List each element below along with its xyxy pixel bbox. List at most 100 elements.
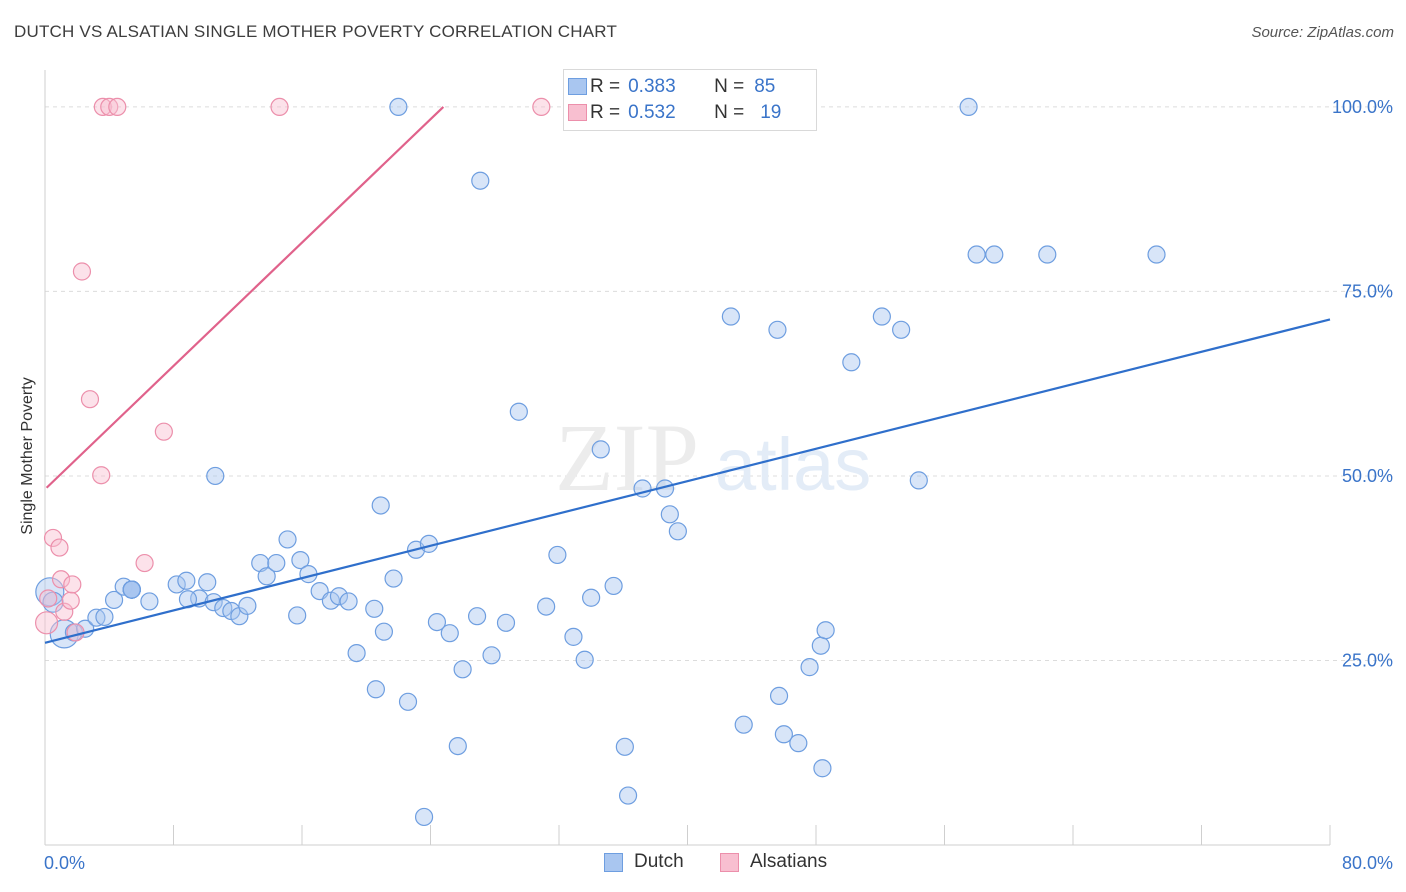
dutch-point [615, 737, 634, 756]
dutch-point [389, 97, 408, 117]
x-tick-label: 0.0% [44, 853, 85, 873]
legend-r-value: 0.383 [628, 76, 676, 97]
dutch-point [813, 759, 832, 778]
dutch-point [959, 97, 978, 117]
chart-title: DUTCH VS ALSATIAN SINGLE MOTHER POVERTY … [14, 22, 618, 41]
dutch-point [453, 660, 472, 679]
legend-r-label: R = [590, 102, 621, 123]
chart-source: Source: ZipAtlas.com [1251, 24, 1394, 41]
y-tick-label: 100.0% [1332, 97, 1393, 117]
dutch-point [872, 307, 891, 326]
dutch-point [774, 725, 793, 744]
tick-labels: 100.0% 75.0% 50.0% 25.0% 0.0% 80.0% [44, 97, 1393, 873]
dutch-point [384, 569, 403, 588]
dutch-point [909, 471, 928, 490]
legend-label-alsatians: Alsatians [750, 851, 828, 872]
dutch-point [365, 599, 384, 618]
dutch-point [618, 786, 638, 805]
dutch-point [167, 575, 186, 594]
x-tick-label: 80.0% [1342, 853, 1393, 873]
watermark-atlas: atlas [715, 423, 871, 506]
dutch-point [398, 692, 418, 711]
dutch-point [374, 622, 394, 641]
alsatian-point [135, 553, 154, 573]
dutch-point [95, 607, 114, 627]
dutch-point [347, 643, 366, 663]
alsatian-point [66, 623, 85, 642]
dutch-point [471, 171, 490, 190]
watermark: ZIP atlas [555, 404, 871, 511]
alsatian-points [35, 97, 551, 642]
correlation-legend: R = 0.383 N = 85 R = 0.532 N = 19 [563, 69, 817, 131]
dutch-point [564, 627, 583, 646]
dutch-point [448, 736, 467, 756]
alsatian-point [532, 97, 551, 117]
dutch-point [668, 522, 687, 541]
legend-item-dutch[interactable]: Dutch [604, 851, 684, 873]
dutch-point [291, 550, 310, 570]
alsatian-point [63, 575, 82, 594]
alsatian-trend-line [45, 106, 445, 489]
dutch-point [575, 650, 594, 669]
dutch-point [366, 680, 385, 699]
axes [44, 70, 1331, 846]
legend-item-alsatians[interactable]: Alsatians [720, 851, 827, 873]
alsatian-point [35, 611, 59, 635]
dutch-point [339, 592, 358, 611]
dutch-point [537, 597, 556, 616]
y-tick-label: 50.0% [1342, 466, 1393, 486]
series-legend: Dutch Alsatians [0, 851, 1406, 877]
legend-n-label: N = [714, 102, 745, 123]
dutch-trend-line [44, 318, 1331, 644]
dutch-point [238, 596, 257, 615]
dutch-point [509, 402, 528, 421]
alsatian-point [92, 466, 111, 485]
alsatian-point [51, 570, 71, 589]
legend-row-alsatians: R = 0.532 N = 19 [568, 100, 782, 126]
alsatian-point [50, 538, 69, 557]
legend-n-value: 19 [760, 102, 782, 123]
dutch-point [467, 607, 487, 626]
dutch-point [278, 530, 297, 549]
dutch-point [482, 646, 501, 665]
legend-label-dutch: Dutch [634, 851, 684, 872]
legend-r-label: R = [590, 76, 621, 97]
dutch-point [267, 553, 286, 573]
dutch-point [122, 580, 141, 599]
dutch-points [35, 97, 1166, 827]
alsatian-point [80, 390, 100, 409]
legend-r-value: 0.532 [628, 102, 676, 123]
dutch-point [591, 440, 610, 459]
alsatian-point [93, 97, 112, 117]
dutch-point [842, 353, 861, 372]
legend-n-label: N = [714, 76, 745, 97]
dutch-point [985, 245, 1004, 264]
alsatian-point [43, 528, 63, 548]
dutch-point [967, 245, 986, 264]
dutch-point [721, 307, 740, 326]
dutch-point [1038, 245, 1057, 264]
dutch-point [288, 606, 307, 625]
y-tick-label: 25.0% [1342, 650, 1393, 670]
dutch-point [769, 686, 789, 706]
dutch-point [140, 592, 159, 611]
gridlines [45, 106, 1392, 661]
dutch-point [371, 496, 390, 515]
dutch-point [800, 658, 819, 677]
legend-swatch-alsatians [720, 852, 739, 872]
dutch-point [414, 807, 434, 827]
dutch-point [329, 587, 349, 606]
dutch-point [427, 612, 447, 632]
dutch-point [811, 636, 830, 655]
alsatian-point [39, 589, 58, 608]
dutch-point [177, 571, 196, 590]
legend-swatch-dutch [604, 852, 623, 872]
dutch-point [582, 588, 601, 607]
alsatian-point [108, 97, 127, 117]
dutch-point [548, 545, 567, 565]
watermark-zip: ZIP [555, 404, 699, 511]
dutch-point [1147, 245, 1166, 264]
alsatian-point [154, 422, 173, 441]
dutch-point [768, 320, 787, 339]
